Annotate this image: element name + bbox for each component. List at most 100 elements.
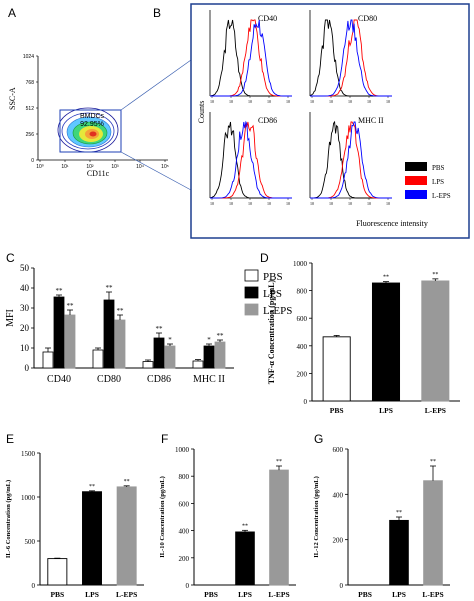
histogram-series-pbs bbox=[309, 19, 392, 97]
y-tick-label: 600 bbox=[297, 315, 308, 323]
histogram-x-tick-label: 10 bbox=[267, 99, 271, 104]
histogram-series-pbs bbox=[209, 121, 292, 199]
y-tick-label: 400 bbox=[333, 491, 344, 499]
x-tick-label: LPS bbox=[379, 406, 393, 415]
significance-label: * bbox=[207, 336, 211, 344]
bar-pbs bbox=[142, 361, 154, 369]
bar-pbs bbox=[47, 558, 68, 586]
histogram-series-l-eps bbox=[310, 19, 392, 97]
histogram-series-l-eps bbox=[210, 19, 292, 97]
chart-d-tnf: 0 200 400 600 800 1000 TNF-α Concentration (pg… bbox=[267, 260, 460, 415]
y-tick-label: 200 bbox=[179, 555, 190, 563]
x-tick-label: LPS bbox=[238, 590, 252, 599]
y-tick-label: 20 bbox=[20, 323, 30, 333]
x-tick-label: CD86 bbox=[147, 374, 171, 385]
y-tick-label: 200 bbox=[297, 370, 308, 378]
bar-lps bbox=[235, 531, 255, 586]
x-tick-label: PBS bbox=[358, 590, 372, 599]
histogram-series-lps bbox=[210, 19, 292, 97]
y-tick-label: 600 bbox=[179, 500, 190, 508]
y-axis-label: IL-10 Concentration (pg/mL) bbox=[159, 476, 166, 558]
legend-label-l-eps: L-EPS bbox=[263, 305, 292, 317]
legend-swatch-lps bbox=[244, 286, 259, 299]
panel-a-x-tick-label: 10² bbox=[86, 164, 94, 170]
y-tick-label: 0 bbox=[32, 582, 36, 590]
significance-label: ** bbox=[242, 523, 248, 529]
bar-pbs bbox=[92, 349, 104, 369]
y-tick-label: 800 bbox=[297, 288, 308, 296]
y-tick-label: 1500 bbox=[21, 450, 36, 458]
legend-label-lps: LPS bbox=[432, 178, 444, 186]
significance-label: ** bbox=[383, 275, 389, 281]
bar-l-eps bbox=[164, 345, 176, 369]
panel-a-x-tick-label: 10³ bbox=[111, 164, 119, 170]
panel-a-x-tick-label: 10⁴ bbox=[136, 164, 144, 170]
y-tick-label: 0 bbox=[186, 582, 190, 590]
histogram-series-l-eps bbox=[310, 121, 392, 199]
bar-l-eps bbox=[421, 280, 450, 402]
panel-a-y-tick-label: 1024 bbox=[23, 54, 34, 60]
y-tick-label: 1000 bbox=[21, 494, 36, 502]
significance-label: ** bbox=[396, 510, 402, 516]
legend-label-lps: LPS bbox=[263, 288, 282, 300]
y-axis-label: MFI bbox=[5, 309, 16, 327]
x-tick-label: L-EPS bbox=[116, 590, 137, 599]
y-tick-label: 0 bbox=[304, 398, 308, 406]
panel-b-frame bbox=[190, 3, 470, 239]
panel-a-zoom-connector bbox=[120, 151, 192, 191]
x-tick-label: L-EPS bbox=[268, 590, 289, 599]
histogram-x-tick-label: 10 bbox=[210, 99, 214, 104]
significance-label: ** bbox=[117, 307, 125, 315]
y-tick-label: 10 bbox=[20, 343, 30, 353]
legend-label-pbs: PBS bbox=[263, 271, 283, 283]
panel-a-gate-name: BMDCs bbox=[80, 113, 105, 120]
histogram-x-tick-label: 10 bbox=[229, 99, 233, 104]
bar-lps bbox=[203, 345, 215, 369]
x-tick-label: PBS bbox=[330, 406, 344, 415]
panel-b-xlabel: Fluorescence intensity bbox=[356, 219, 428, 228]
histogram-x-tick-label: 10 bbox=[248, 201, 252, 206]
y-tick-label: 1000 bbox=[175, 446, 190, 454]
bar-pbs bbox=[192, 360, 204, 369]
chart-e-il6: 0 500 1000 1500 IL-6 Concentration (pg/mL) PB… bbox=[5, 450, 144, 599]
chart-c-mfi: 01020304050MFICD40****CD80****CD86***MHC… bbox=[5, 263, 292, 385]
panel-a-x-tick-label: 10⁰ bbox=[36, 164, 44, 170]
bar-l-eps bbox=[64, 314, 76, 369]
legend-swatch-leps bbox=[405, 190, 427, 199]
y-tick-label: 0 bbox=[25, 363, 30, 373]
histogram-series-lps bbox=[310, 19, 392, 97]
bar-pbs bbox=[322, 336, 351, 402]
histogram-x-tick-label: 10 bbox=[310, 99, 314, 104]
bar-l-eps bbox=[423, 480, 443, 586]
histogram-title: CD80 bbox=[358, 14, 377, 23]
x-tick-label: L-EPS bbox=[422, 590, 443, 599]
panel-a-gate-percent: 92.95% bbox=[80, 121, 104, 128]
panel-a-y-tick-label: 256 bbox=[26, 132, 35, 138]
bar-l-eps bbox=[116, 486, 137, 586]
histogram-title: CD86 bbox=[258, 116, 277, 125]
x-tick-label: MHC II bbox=[193, 374, 225, 385]
legend-label-pbs: PBS bbox=[432, 164, 445, 172]
chart-g-il12: 0 200 400 600 IL-12 Concentration (pg/mL) PBS… bbox=[313, 446, 450, 599]
panel-a-zoom-connector bbox=[120, 59, 192, 111]
histogram-x-tick-label: 10 bbox=[348, 201, 352, 206]
legend-label-leps: L-EPS bbox=[432, 192, 451, 200]
x-tick-label: PBS bbox=[50, 590, 64, 599]
histogram-series-lps bbox=[210, 121, 292, 199]
histogram-x-tick-label: 10 bbox=[367, 201, 371, 206]
panel-a-y-tick-label: 512 bbox=[26, 106, 35, 112]
significance-label: ** bbox=[89, 484, 95, 490]
bar-l-eps bbox=[269, 469, 289, 586]
panel-d-letter: D bbox=[260, 251, 269, 265]
histogram-x-tick-label: 10 bbox=[386, 99, 390, 104]
significance-label: ** bbox=[124, 479, 130, 485]
panel-a-ylabel: SSC-A bbox=[8, 87, 17, 110]
histogram-x-tick-label: 10 bbox=[248, 99, 252, 104]
panel-b-letter: B bbox=[153, 6, 161, 20]
panel-a-y-tick-label: 0 bbox=[31, 158, 34, 164]
panel-a-x-ticks: 10⁰ 10¹ 10² 10³ 10⁴ 10⁵ bbox=[36, 160, 169, 170]
panel-b-histograms: 10 10 10 10 10 CD40 10 10 10 10 10 CD80 10 10 10 10 10 CD… bbox=[209, 10, 392, 206]
panel-b: B Counts Fluorescence intensity 10 10 10 10… bbox=[153, 3, 470, 239]
y-tick-label: 600 bbox=[333, 446, 344, 454]
histogram-x-tick-label: 10 bbox=[229, 201, 233, 206]
